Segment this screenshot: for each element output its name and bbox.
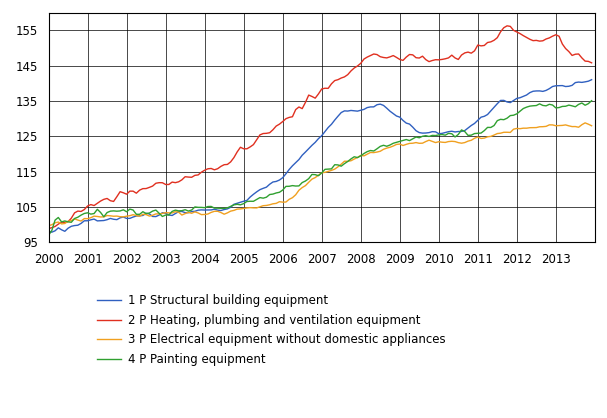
4 P Painting equipment	[230, 202, 237, 207]
2 P Heating, plumbing and ventilation equipment	[230, 155, 237, 160]
3 P Electrical equipment without domestic appliances	[45, 223, 52, 228]
3 P Electrical equipment without domestic appliances	[582, 120, 589, 125]
1 P Structural building equipment	[357, 108, 364, 113]
4 P Painting equipment	[477, 130, 484, 135]
1 P Structural building equipment	[234, 201, 241, 206]
1 P Structural building equipment	[481, 114, 488, 119]
4 P Painting equipment	[588, 98, 595, 103]
4 P Painting equipment	[201, 205, 208, 210]
1 P Structural building equipment	[367, 104, 374, 110]
Line: 2 P Heating, plumbing and ventilation equipment: 2 P Heating, plumbing and ventilation eq…	[49, 26, 592, 229]
2 P Heating, plumbing and ventilation equipment	[477, 43, 484, 48]
2 P Heating, plumbing and ventilation equipment	[588, 60, 595, 65]
1 P Structural building equipment	[204, 207, 211, 212]
4 P Painting equipment	[45, 233, 52, 238]
3 P Electrical equipment without domestic appliances	[201, 212, 208, 217]
Legend: 1 P Structural building equipment, 2 P Heating, plumbing and ventilation equipme: 1 P Structural building equipment, 2 P H…	[93, 290, 450, 371]
1 P Structural building equipment	[48, 229, 55, 234]
4 P Painting equipment	[354, 155, 361, 160]
2 P Heating, plumbing and ventilation equipment	[354, 64, 361, 69]
2 P Heating, plumbing and ventilation equipment	[201, 168, 208, 173]
1 P Structural building equipment	[45, 229, 52, 234]
2 P Heating, plumbing and ventilation equipment	[45, 226, 52, 231]
4 P Painting equipment	[143, 211, 150, 216]
1 P Structural building equipment	[588, 77, 595, 82]
3 P Electrical equipment without domestic appliances	[477, 136, 484, 141]
3 P Electrical equipment without domestic appliances	[364, 152, 371, 157]
Line: 4 P Painting equipment: 4 P Painting equipment	[49, 101, 592, 235]
4 P Painting equipment	[364, 149, 371, 154]
3 P Electrical equipment without domestic appliances	[588, 123, 595, 128]
3 P Electrical equipment without domestic appliances	[143, 212, 150, 217]
2 P Heating, plumbing and ventilation equipment	[364, 55, 371, 60]
2 P Heating, plumbing and ventilation equipment	[503, 23, 510, 28]
1 P Structural building equipment	[146, 212, 153, 217]
Line: 1 P Structural building equipment: 1 P Structural building equipment	[49, 80, 592, 232]
2 P Heating, plumbing and ventilation equipment	[143, 186, 150, 191]
Line: 3 P Electrical equipment without domestic appliances: 3 P Electrical equipment without domesti…	[49, 123, 592, 226]
3 P Electrical equipment without domestic appliances	[230, 208, 237, 213]
3 P Electrical equipment without domestic appliances	[354, 155, 361, 160]
